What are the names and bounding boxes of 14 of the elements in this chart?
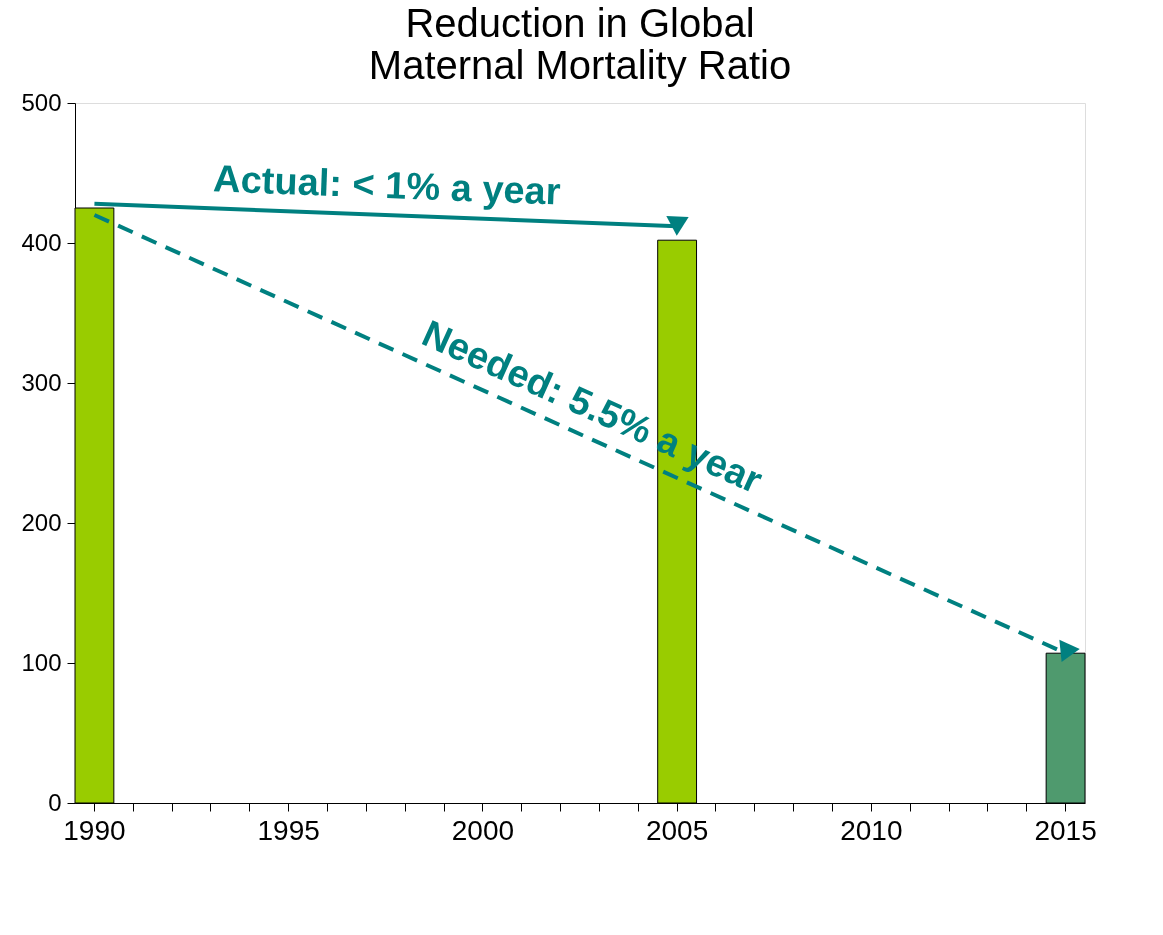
x-tick-label: 1995 bbox=[257, 814, 320, 846]
y-tick-label: 0 bbox=[48, 788, 62, 816]
x-tick-label: 2015 bbox=[1034, 814, 1097, 846]
series-label: Actual: < 1% a year bbox=[212, 157, 562, 213]
y-tick-label: 400 bbox=[21, 228, 62, 256]
x-tick-label: 1990 bbox=[63, 814, 126, 846]
chart-title: Reduction in Global Maternal Mortality Ratio bbox=[368, 1, 792, 87]
y-tick-label: 100 bbox=[21, 648, 62, 676]
x-tick-label: 2010 bbox=[840, 814, 903, 846]
x-tick-label: 2000 bbox=[451, 814, 515, 846]
x-tick-label: 2005 bbox=[645, 814, 709, 846]
y-tick-label: 500 bbox=[21, 88, 62, 116]
y-tick-label: 300 bbox=[21, 368, 62, 396]
y-tick-label: 200 bbox=[21, 508, 62, 536]
